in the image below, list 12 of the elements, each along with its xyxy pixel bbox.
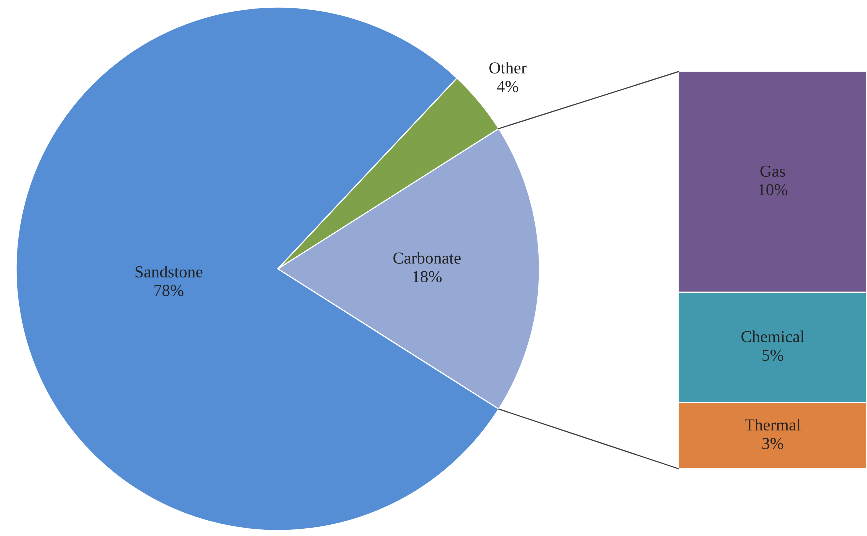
data-label: 5% — [762, 350, 784, 362]
series-label: Chemical — [742, 330, 805, 343]
data-label: 4% — [497, 81, 518, 92]
series-label: Gas — [760, 166, 786, 178]
series-label: Thermal — [745, 419, 801, 431]
slice-label: Sandstone — [136, 266, 203, 278]
data-label: 18% — [413, 271, 442, 283]
data-label: 3% — [762, 438, 784, 450]
slice-label: Carbonate — [394, 252, 461, 264]
data-label: 78% — [154, 285, 184, 296]
slice-label: Other — [490, 62, 527, 74]
data-label: 10% — [759, 184, 788, 196]
